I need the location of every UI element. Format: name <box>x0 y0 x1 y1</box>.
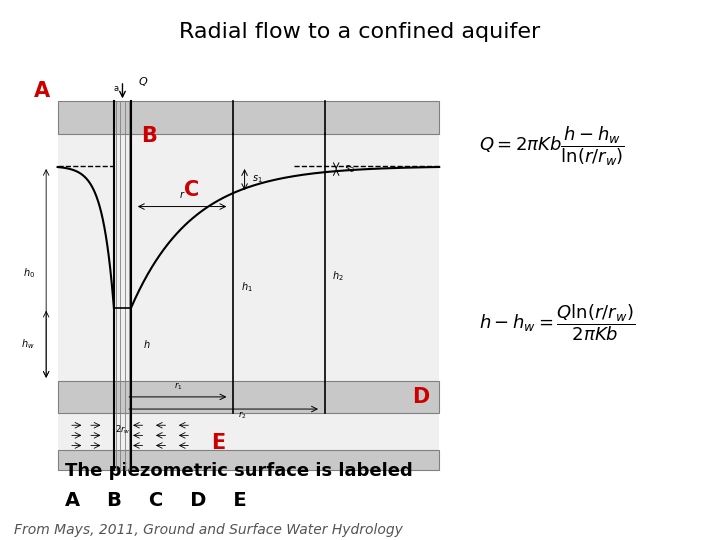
Text: $Q = 2\pi Kb\dfrac{h - h_w}{\ln(r/r_w)}$: $Q = 2\pi Kb\dfrac{h - h_w}{\ln(r/r_w)}$ <box>479 124 625 168</box>
Text: $r_1$: $r_1$ <box>174 381 182 392</box>
Text: a: a <box>114 84 119 93</box>
Text: $h$: $h$ <box>143 338 150 350</box>
Text: From Mays, 2011, Ground and Surface Water Hydrology: From Mays, 2011, Ground and Surface Wate… <box>14 523 403 537</box>
Text: $s_1$: $s_1$ <box>252 174 263 185</box>
Text: D: D <box>413 387 430 407</box>
Bar <box>58 381 439 413</box>
Text: $r_2$: $r_2$ <box>238 409 247 421</box>
Bar <box>58 102 439 134</box>
Text: B: B <box>142 126 158 146</box>
Bar <box>58 413 439 449</box>
Text: $h - h_w = \dfrac{Q\ln(r/r_w)}{2\pi Kb}$: $h - h_w = \dfrac{Q\ln(r/r_w)}{2\pi Kb}$ <box>479 302 635 343</box>
Text: $s_2$: $s_2$ <box>344 163 354 175</box>
Text: Radial flow to a confined aquifer: Radial flow to a confined aquifer <box>179 22 541 42</box>
Text: E: E <box>211 434 225 454</box>
Text: $2r_w$: $2r_w$ <box>114 423 130 436</box>
Text: $r$: $r$ <box>179 190 185 200</box>
Text: $h_2$: $h_2$ <box>333 269 344 284</box>
Text: C: C <box>184 180 199 200</box>
Text: $h_w$: $h_w$ <box>21 338 35 351</box>
Bar <box>58 449 439 470</box>
Text: The piezometric surface is labeled: The piezometric surface is labeled <box>65 462 413 480</box>
Text: A    B    C    D    E: A B C D E <box>65 491 246 510</box>
Text: $h_0$: $h_0$ <box>22 266 35 280</box>
Text: A: A <box>34 81 50 102</box>
Text: $h_1$: $h_1$ <box>240 280 253 294</box>
Text: $Q$: $Q$ <box>138 75 148 88</box>
Bar <box>58 134 439 381</box>
